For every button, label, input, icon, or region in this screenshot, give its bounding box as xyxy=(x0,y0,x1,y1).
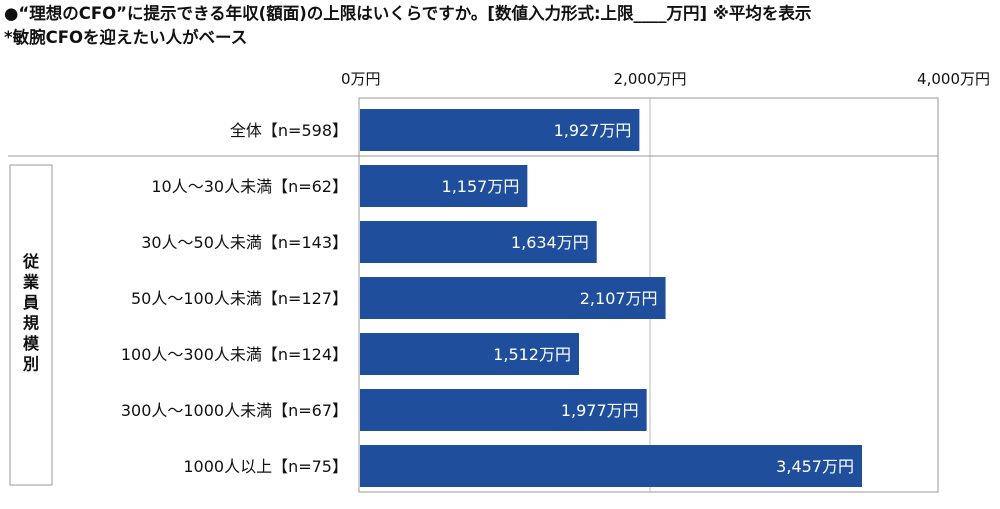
title-line-1: ●“理想のCFO”に提示できる年収(額面)の上限はいくらですか。[数値入力形式:… xyxy=(4,4,812,23)
bar xyxy=(360,165,528,207)
category-label: 300人～1000人未満【n=67】 xyxy=(121,401,348,420)
x-tick-label: 2,000万円 xyxy=(614,70,687,88)
category-label: 10人～30人未満【n=62】 xyxy=(151,177,348,196)
x-tick-label: 0万円 xyxy=(341,70,381,88)
bar xyxy=(360,445,862,487)
group-label-char: 規 xyxy=(23,314,39,333)
category-label: 1000人以上【n=75】 xyxy=(183,457,348,476)
bar-value-label: 1,157万円 xyxy=(442,177,520,196)
bar-value-label: 1,977万円 xyxy=(561,401,639,420)
bar xyxy=(360,333,579,375)
category-label: 100人～300人未満【n=124】 xyxy=(121,345,348,364)
category-label: 50人～100人未満【n=127】 xyxy=(131,289,348,308)
bar xyxy=(360,109,640,151)
bar-value-label: 1,512万円 xyxy=(493,345,571,364)
title-line-2: *敏腕CFOを迎えたい人がベース xyxy=(4,28,248,47)
chart-title: ●“理想のCFO”に提示できる年収(額面)の上限はいくらですか。[数値入力形式:… xyxy=(4,2,994,50)
bar-value-label: 3,457万円 xyxy=(776,457,854,476)
category-label: 30人～50人未満【n=143】 xyxy=(141,233,348,252)
group-label-char: 別 xyxy=(23,355,39,374)
bar-value-label: 1,634万円 xyxy=(511,233,589,252)
x-tick-label: 4,000万円 xyxy=(917,70,990,88)
category-label: 全体【n=598】 xyxy=(230,121,348,140)
plot-frame xyxy=(358,97,939,493)
group-label-char: 模 xyxy=(23,334,40,353)
group-label-char: 員 xyxy=(22,293,39,312)
group-label-char: 従 xyxy=(22,252,39,271)
group-label-char: 業 xyxy=(22,273,40,292)
bar xyxy=(360,221,597,263)
bar xyxy=(360,389,647,431)
bar xyxy=(360,277,666,319)
bar-value-label: 1,927万円 xyxy=(554,121,632,140)
group-label-box xyxy=(9,164,53,486)
bar-value-label: 2,107万円 xyxy=(580,289,658,308)
